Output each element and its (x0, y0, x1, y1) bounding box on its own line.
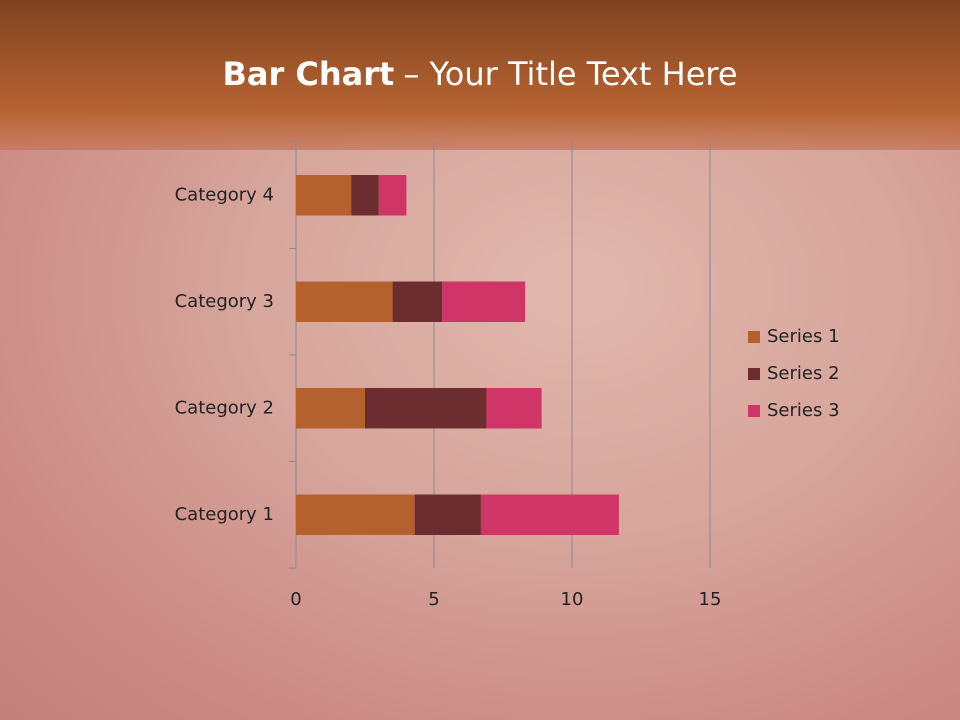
y-tick-label: Category 2 (175, 397, 274, 418)
x-tick-label: 0 (290, 589, 301, 610)
bar-segment (378, 175, 407, 216)
bar-segment (296, 281, 393, 322)
title-rest: – Your Title Text Here (403, 55, 737, 93)
x-tick-label: 15 (699, 589, 722, 610)
backdrop-wash (0, 150, 960, 720)
bar-segment (442, 281, 526, 322)
x-tick-label: 5 (428, 589, 439, 610)
y-tick-label: Category 4 (175, 184, 274, 205)
y-tick-label: Category 3 (175, 291, 274, 312)
bar-segment (296, 175, 352, 216)
legend-swatch (748, 368, 760, 380)
legend-swatch (748, 405, 760, 417)
bar-segment (480, 494, 619, 535)
bar-segment (296, 494, 415, 535)
y-tick-label: Category 1 (175, 504, 274, 525)
slide-title: Bar Chart – Your Title Text Here (222, 55, 737, 93)
bar-segment (296, 388, 365, 429)
bar-segment (414, 494, 481, 535)
legend-label: Series 3 (767, 400, 840, 421)
legend-swatch (748, 331, 760, 343)
header-band (0, 0, 960, 150)
title-bold: Bar Chart (222, 55, 394, 93)
bar-segment (365, 388, 487, 429)
bar-segment (392, 281, 443, 322)
bar-segment (486, 388, 542, 429)
legend-label: Series 2 (767, 363, 840, 384)
x-tick-label: 10 (561, 589, 584, 610)
legend-label: Series 1 (767, 326, 840, 347)
bar-segment (351, 175, 379, 216)
